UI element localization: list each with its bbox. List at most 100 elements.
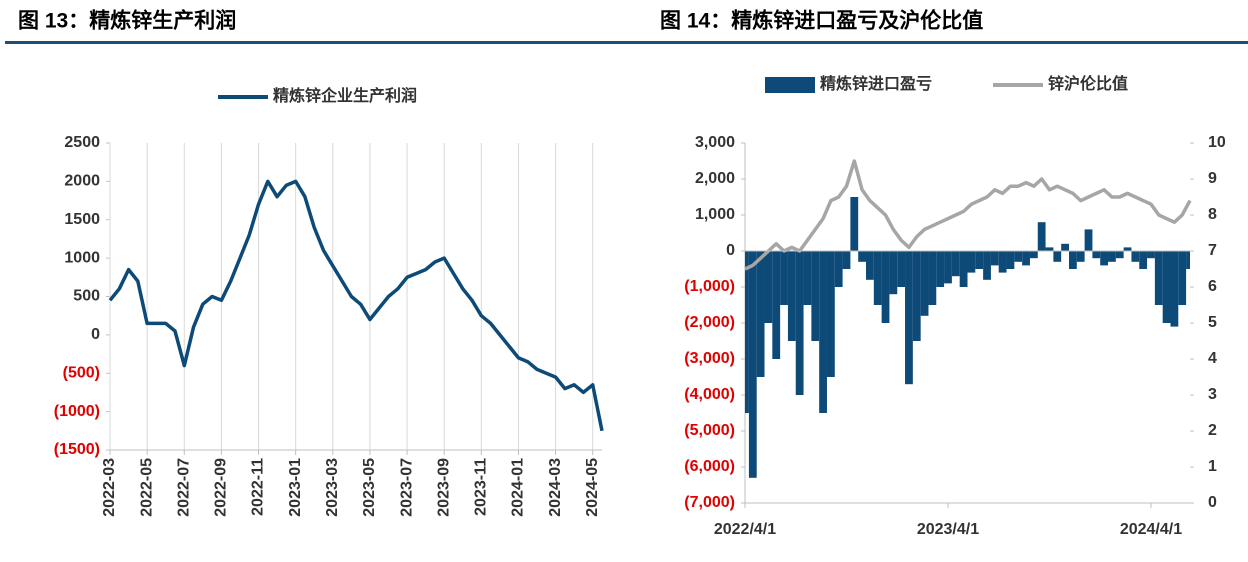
- x-tick-label: 2023-03: [324, 458, 341, 517]
- bar: [873, 251, 882, 305]
- bar: [748, 251, 757, 478]
- x-tick-label: 2024-05: [584, 458, 601, 517]
- y-tick-label: 0: [91, 326, 100, 343]
- bar: [959, 251, 968, 287]
- bar: [1147, 251, 1155, 259]
- bar: [1170, 251, 1179, 327]
- y-tick-label: 2000: [64, 173, 100, 190]
- x-tick-label: 2022/4/1: [714, 521, 776, 538]
- bar: [1084, 229, 1093, 251]
- y-tick-label: 3,000: [695, 134, 735, 151]
- bar: [967, 251, 976, 273]
- chart-title: 图 13：精炼锌生产利润: [18, 9, 236, 33]
- line: [108, 179, 604, 432]
- legend-label: 精炼锌进口盈亏: [820, 74, 932, 93]
- x-tick-label: 2023/4/1: [917, 521, 979, 538]
- bar: [780, 251, 788, 305]
- x-tick-label: 2022-11: [250, 458, 267, 516]
- bar: [881, 251, 890, 323]
- bar: [764, 251, 773, 323]
- bar: [1131, 251, 1140, 262]
- y2-tick-label: 3: [1208, 386, 1217, 403]
- x-tick-label: 2023-11: [473, 458, 490, 516]
- x-tick-label: 2023-05: [361, 458, 378, 517]
- y2-tick-label: 1: [1208, 458, 1217, 475]
- bar: [1154, 251, 1163, 305]
- bar: [1061, 243, 1069, 251]
- bar: [889, 251, 898, 295]
- x-tick-label: 2022-09: [213, 458, 230, 517]
- bar: [912, 251, 921, 341]
- bar: [1045, 247, 1054, 251]
- y2-tick-label: 2: [1208, 422, 1217, 439]
- bar: [905, 251, 913, 385]
- bar: [1068, 251, 1077, 269]
- bar: [1006, 251, 1015, 269]
- y-tick-label: 1000: [64, 249, 100, 266]
- bar: [795, 251, 804, 395]
- bar: [1053, 251, 1062, 262]
- y-tick-label: (1000): [54, 403, 100, 420]
- bar: [1022, 251, 1030, 266]
- bar: [1037, 222, 1046, 251]
- y-tick-label: 500: [73, 288, 100, 305]
- y-tick-label: 1500: [64, 211, 100, 228]
- y-tick-label: 2500: [64, 134, 100, 151]
- bar: [1186, 251, 1190, 269]
- legend-label: 精炼锌企业生产利润: [273, 86, 417, 105]
- bar: [858, 251, 867, 262]
- x-tick-label: 2022-05: [138, 458, 155, 517]
- bar: [897, 251, 906, 287]
- y2-tick-label: 10: [1208, 134, 1226, 151]
- bar: [772, 251, 781, 359]
- y-tick-label: (7,000): [684, 494, 735, 511]
- bar: [920, 251, 929, 316]
- bar: [834, 251, 843, 287]
- y-tick-label: 1,000: [695, 206, 735, 223]
- bar: [1178, 251, 1187, 305]
- bar: [998, 251, 1007, 273]
- bar: [1123, 247, 1132, 251]
- y2-tick-label: 5: [1208, 314, 1217, 331]
- legend-swatch: [765, 77, 815, 93]
- y-tick-label: 0: [726, 242, 735, 259]
- header-rule: [5, 41, 1248, 44]
- x-tick-label: 2024-03: [547, 458, 564, 517]
- bar: [1092, 251, 1101, 259]
- bar: [1029, 251, 1038, 259]
- y-tick-label: (5,000): [684, 422, 735, 439]
- y2-tick-label: 4: [1208, 350, 1217, 367]
- y2-tick-label: 6: [1208, 278, 1217, 295]
- bar: [1115, 251, 1124, 259]
- y-tick-label: (6,000): [684, 458, 735, 475]
- bar: [756, 251, 765, 377]
- x-tick-label: 2024-01: [510, 458, 527, 517]
- chart-title: 图 14：精炼锌进口盈亏及沪伦比值: [660, 9, 983, 33]
- bar: [866, 251, 874, 280]
- bar: [1076, 251, 1085, 262]
- y-tick-label: (1500): [54, 441, 100, 458]
- y-tick-label: (4,000): [684, 386, 735, 403]
- x-tick-label: 2023-01: [287, 458, 304, 517]
- y2-tick-label: 7: [1208, 242, 1217, 259]
- bar: [745, 251, 749, 413]
- line: [744, 159, 1192, 271]
- bar: [826, 251, 835, 377]
- bar: [951, 251, 960, 277]
- y2-tick-label: 9: [1208, 170, 1217, 187]
- bar: [990, 251, 999, 266]
- x-tick-label: 2022-03: [101, 458, 118, 517]
- y2-tick-label: 0: [1208, 494, 1217, 511]
- x-tick-label: 2022-07: [175, 458, 192, 517]
- bar: [850, 197, 859, 251]
- bar: [1139, 251, 1148, 269]
- bar: [811, 251, 820, 341]
- bar: [928, 251, 937, 305]
- bar: [983, 251, 991, 280]
- bar: [975, 251, 984, 269]
- bar: [944, 251, 952, 284]
- bar: [819, 251, 827, 413]
- y2-tick-label: 8: [1208, 206, 1217, 223]
- bar: [1162, 251, 1171, 323]
